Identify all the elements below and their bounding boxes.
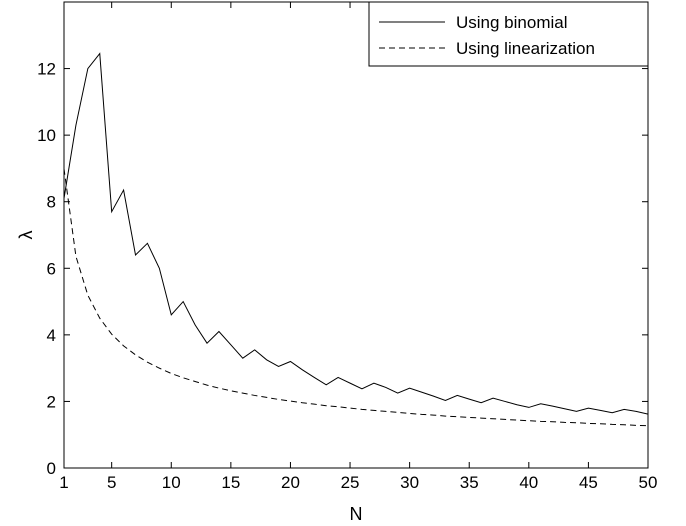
legend: Using binomial Using linearization: [368, 1, 649, 67]
x-tick-label: 10: [162, 473, 181, 492]
y-tick-label: 12: [37, 60, 56, 79]
x-tick-label: 15: [221, 473, 240, 492]
y-tick-label: 10: [37, 126, 56, 145]
x-tick-label: 35: [460, 473, 479, 492]
plot-area: [63, 1, 649, 469]
x-tick-label: 5: [107, 473, 116, 492]
y-axis-label: λ: [16, 231, 36, 240]
x-tick-label: 1: [59, 473, 68, 492]
x-tick-label: 25: [341, 473, 360, 492]
x-axis-label: N: [350, 504, 363, 524]
x-tick-label: 50: [639, 473, 658, 492]
y-tick-label: 0: [47, 459, 56, 478]
x-tick-label: 45: [579, 473, 598, 492]
y-axis: 0 2 4 6 8 10 12: [37, 60, 648, 478]
legend-box: [368, 1, 649, 67]
y-tick-label: 2: [47, 392, 56, 411]
legend-label: Using binomial: [456, 13, 568, 32]
y-tick-label: 4: [47, 326, 56, 345]
x-tick-label: 30: [400, 473, 419, 492]
plot-frame: [63, 1, 649, 469]
x-tick-label: 40: [519, 473, 538, 492]
y-tick-label: 6: [47, 259, 56, 278]
x-tick-label: 20: [281, 473, 300, 492]
x-axis: 1 5 10 15 20 25 30 35 40 45 50: [59, 2, 657, 492]
series-line: [63, 168, 649, 427]
series-layer: [63, 52, 649, 427]
series-line: [63, 52, 649, 415]
legend-label: Using linearization: [456, 39, 595, 58]
y-tick-label: 8: [47, 193, 56, 212]
